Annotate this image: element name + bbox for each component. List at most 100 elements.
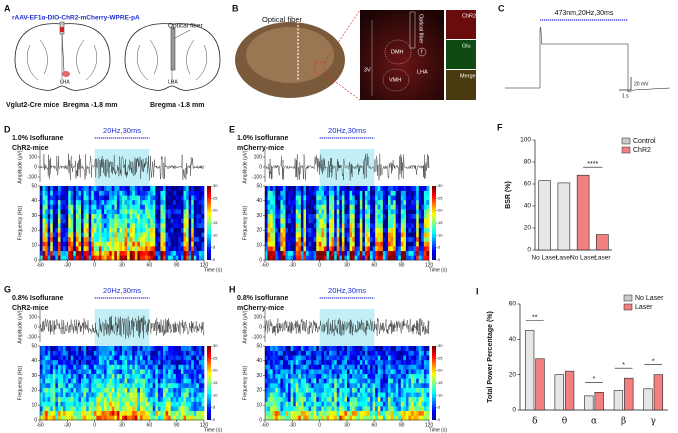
spectrogram-cell bbox=[73, 401, 77, 407]
bar bbox=[538, 180, 551, 251]
spectrogram-cell bbox=[191, 415, 195, 421]
spectrogram-cell bbox=[300, 369, 304, 375]
spectrogram-cell bbox=[147, 410, 151, 416]
spectrogram-cell bbox=[282, 350, 286, 356]
spectrogram-cell bbox=[170, 250, 174, 256]
spectrogram-cell bbox=[183, 392, 187, 398]
spectrogram-cell bbox=[75, 392, 79, 398]
spectrogram-cell bbox=[344, 204, 348, 210]
spectrogram-cell bbox=[91, 204, 95, 210]
spectrogram-cell bbox=[70, 406, 74, 412]
spectrogram-cell bbox=[349, 401, 353, 407]
spectrogram-cell bbox=[341, 369, 345, 375]
spectrogram-cell bbox=[357, 213, 361, 219]
spectrogram-cell bbox=[293, 223, 297, 228]
spectrogram-cell bbox=[65, 387, 69, 393]
spectrogram-cell bbox=[285, 232, 289, 238]
spectrogram-cell bbox=[104, 387, 107, 393]
spectrogram-cell bbox=[352, 246, 355, 252]
spectrogram-cell bbox=[147, 255, 151, 261]
spectrogram-cell bbox=[272, 369, 276, 375]
spectrogram-cell bbox=[423, 396, 427, 402]
y-tick-label: 100 bbox=[254, 314, 263, 320]
y-tick-label: 40 bbox=[509, 336, 517, 343]
spectrogram-cell bbox=[408, 204, 412, 210]
spectrogram-cell bbox=[81, 387, 84, 393]
spectrogram-cell bbox=[416, 236, 420, 242]
spectrogram-cell bbox=[323, 346, 327, 351]
spectrogram-cell bbox=[134, 209, 138, 215]
spectrogram-cell bbox=[145, 236, 148, 242]
spectrogram-cell bbox=[163, 218, 166, 224]
spectrogram-cell bbox=[370, 209, 373, 215]
spectrogram-cell bbox=[175, 350, 179, 356]
spectrogram-cell bbox=[60, 392, 64, 398]
spectrogram-cell bbox=[152, 236, 156, 242]
spectrogram-cell bbox=[331, 190, 335, 196]
spectrogram-cell bbox=[45, 392, 48, 398]
spectrogram-cell bbox=[150, 236, 154, 242]
spectrogram-cell bbox=[344, 195, 348, 201]
spectrogram-cell bbox=[116, 213, 120, 219]
spectrogram-cell bbox=[303, 186, 307, 191]
spectrogram-cell bbox=[385, 415, 389, 421]
spectrogram-cell bbox=[426, 209, 430, 215]
spectrogram-cell bbox=[147, 199, 151, 205]
spectrogram-cell bbox=[421, 190, 425, 196]
spectrogram-cell bbox=[147, 250, 151, 256]
spectrogram-cell bbox=[375, 396, 379, 402]
spectrogram-cell bbox=[137, 227, 141, 233]
spectrogram-cell bbox=[124, 241, 128, 247]
spectrogram-cell bbox=[331, 195, 335, 201]
spectrogram-cell bbox=[367, 218, 371, 224]
spectrogram-cell bbox=[275, 387, 279, 393]
spectrogram-cell bbox=[198, 359, 202, 365]
spectrogram-cell bbox=[395, 401, 399, 407]
spectrogram-cell bbox=[180, 355, 184, 361]
spectrogram-cell bbox=[382, 195, 386, 201]
spectrogram-cell bbox=[377, 350, 381, 356]
spectrogram-cell bbox=[329, 383, 332, 388]
spectrogram-cell bbox=[288, 346, 291, 351]
spectrogram-cell bbox=[55, 255, 59, 261]
spectrogram-cell bbox=[347, 369, 350, 375]
spectrogram-cell bbox=[303, 387, 307, 393]
spectrogram-cell bbox=[111, 364, 115, 370]
spectrogram-cell bbox=[285, 227, 289, 233]
spectrogram-cell bbox=[142, 236, 146, 242]
spectrogram-cell bbox=[265, 232, 268, 238]
spectrogram-cell bbox=[86, 186, 89, 191]
spectrogram-cell bbox=[329, 246, 332, 252]
spectrogram-cell bbox=[127, 186, 130, 191]
spectrogram-cell bbox=[326, 406, 330, 412]
spectrogram-cell bbox=[329, 190, 332, 196]
spectrogram-cell bbox=[150, 350, 154, 356]
spectrogram-cell bbox=[157, 213, 161, 219]
spectrogram-cell bbox=[395, 350, 399, 356]
spectrogram-cell bbox=[303, 396, 307, 402]
spectrogram-cell bbox=[188, 236, 192, 242]
spectrogram-cell bbox=[382, 383, 386, 388]
spectrogram-cell bbox=[300, 255, 304, 261]
spectrogram-cell bbox=[137, 195, 141, 201]
spectrogram-cell bbox=[390, 359, 394, 365]
spectrogram-cell bbox=[326, 392, 330, 398]
spectrogram-cell bbox=[382, 369, 386, 375]
spectrogram-cell bbox=[57, 190, 61, 196]
spectrogram-cell bbox=[306, 387, 309, 393]
spectrogram-cell bbox=[170, 350, 174, 356]
y-tick-label: 40 bbox=[524, 203, 532, 210]
spectrogram-cell bbox=[316, 232, 320, 238]
spectrogram-cell bbox=[163, 227, 166, 233]
spectrogram-cell bbox=[300, 250, 304, 256]
spectrogram-cell bbox=[347, 350, 350, 356]
spectrogram-cell bbox=[344, 364, 348, 370]
spectrogram-cell bbox=[160, 406, 164, 412]
spectrogram-cell bbox=[116, 255, 120, 261]
spectrogram-cell bbox=[364, 241, 368, 247]
spectrogram-cell bbox=[170, 387, 174, 393]
spectrogram-cell bbox=[45, 218, 48, 224]
spectrogram-cell bbox=[157, 236, 161, 242]
spectrogram-cell bbox=[132, 346, 136, 351]
spectrogram-cell bbox=[377, 346, 381, 351]
